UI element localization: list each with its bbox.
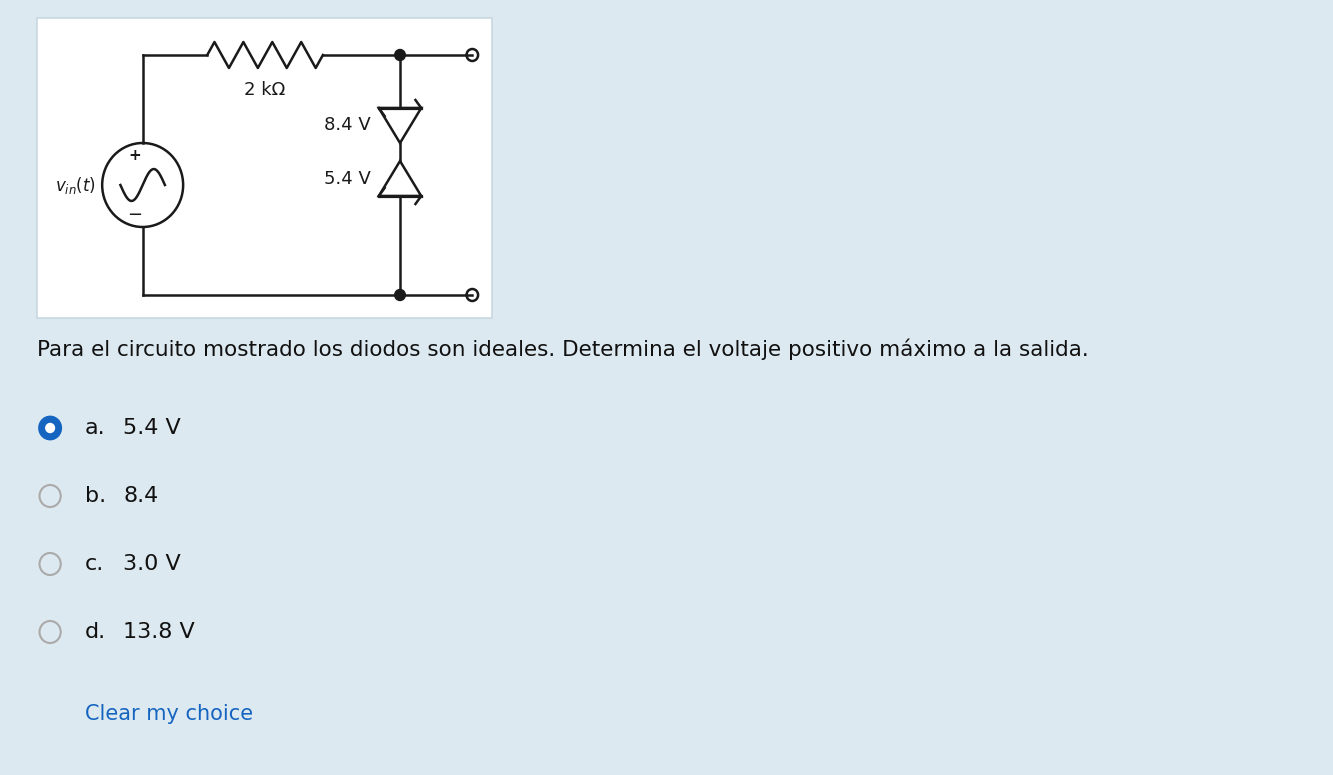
- Text: 2 kΩ: 2 kΩ: [244, 81, 285, 99]
- Circle shape: [45, 423, 55, 432]
- Text: 8.4 V: 8.4 V: [324, 116, 371, 135]
- Text: 8.4: 8.4: [124, 486, 159, 506]
- Text: 3.0 V: 3.0 V: [124, 554, 181, 574]
- FancyBboxPatch shape: [36, 18, 492, 318]
- Text: $v_{in}(t)$: $v_{in}(t)$: [56, 174, 96, 195]
- Text: a.: a.: [85, 418, 105, 438]
- Circle shape: [395, 290, 405, 301]
- Text: Clear my choice: Clear my choice: [85, 704, 253, 724]
- Text: 5.4 V: 5.4 V: [324, 170, 371, 188]
- Text: c.: c.: [85, 554, 104, 574]
- Text: b.: b.: [85, 486, 105, 506]
- Text: d.: d.: [85, 622, 105, 642]
- Text: +: +: [128, 147, 141, 163]
- Text: Para el circuito mostrado los diodos son ideales. Determina el voltaje positivo : Para el circuito mostrado los diodos son…: [36, 338, 1088, 360]
- Circle shape: [40, 417, 61, 439]
- Text: −: −: [128, 206, 143, 224]
- Text: 13.8 V: 13.8 V: [124, 622, 195, 642]
- Text: 5.4 V: 5.4 V: [124, 418, 181, 438]
- Circle shape: [395, 50, 405, 60]
